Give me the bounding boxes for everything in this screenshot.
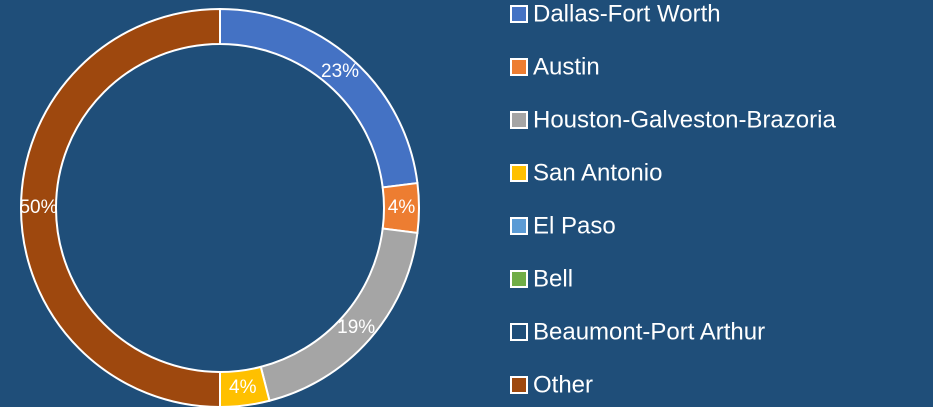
- legend-swatch: [510, 58, 528, 76]
- donut-slice: [259, 227, 419, 402]
- legend-label: El Paso: [533, 212, 616, 239]
- legend-label: Dallas-Fort Worth: [533, 0, 721, 27]
- slice-label: 50%: [19, 197, 57, 218]
- slice-label: 23%: [321, 61, 359, 82]
- legend-label: Beaumont-Port Arthur: [533, 318, 765, 345]
- legend-label: San Antonio: [533, 159, 662, 186]
- legend-swatch: [510, 164, 528, 182]
- slice-label: 4%: [388, 197, 416, 218]
- legend-swatch: [510, 5, 528, 23]
- legend-swatch: [510, 111, 528, 129]
- legend-label: Other: [533, 371, 593, 398]
- legend-label: Bell: [533, 265, 573, 292]
- legend-swatch: [510, 323, 528, 341]
- donut-slice: [219, 7, 419, 189]
- legend-label: Austin: [533, 53, 600, 80]
- slice-label: 4%: [229, 377, 257, 398]
- slice-label: 19%: [337, 317, 375, 338]
- legend-swatch: [510, 376, 528, 394]
- legend-label: Houston-Galveston-Brazoria: [533, 106, 836, 133]
- legend-swatch: [510, 217, 528, 235]
- legend-swatch: [510, 270, 528, 288]
- donut-slice: [20, 7, 221, 407]
